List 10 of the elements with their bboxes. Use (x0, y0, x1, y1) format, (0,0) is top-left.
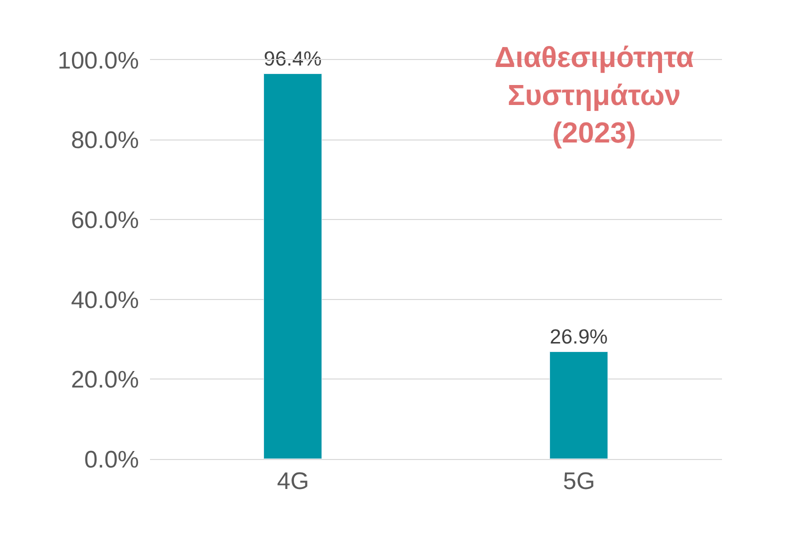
x-tick-label: 4G (276, 468, 310, 495)
data-label: 26.9% (550, 326, 608, 349)
y-tick-label: 60.0% (70, 207, 139, 234)
x-tick-label: 5G (562, 468, 596, 495)
y-tick-label: 40.0% (70, 286, 139, 314)
y-tick-label: 100.0% (58, 47, 139, 74)
y-tick-label: 20.0% (70, 366, 139, 394)
y-tick-label: 80.0% (70, 127, 139, 154)
y-tick-label: 0.0% (84, 446, 139, 474)
text: Διαθεσιμότητα Συστημάτων (2023) (494, 42, 694, 150)
